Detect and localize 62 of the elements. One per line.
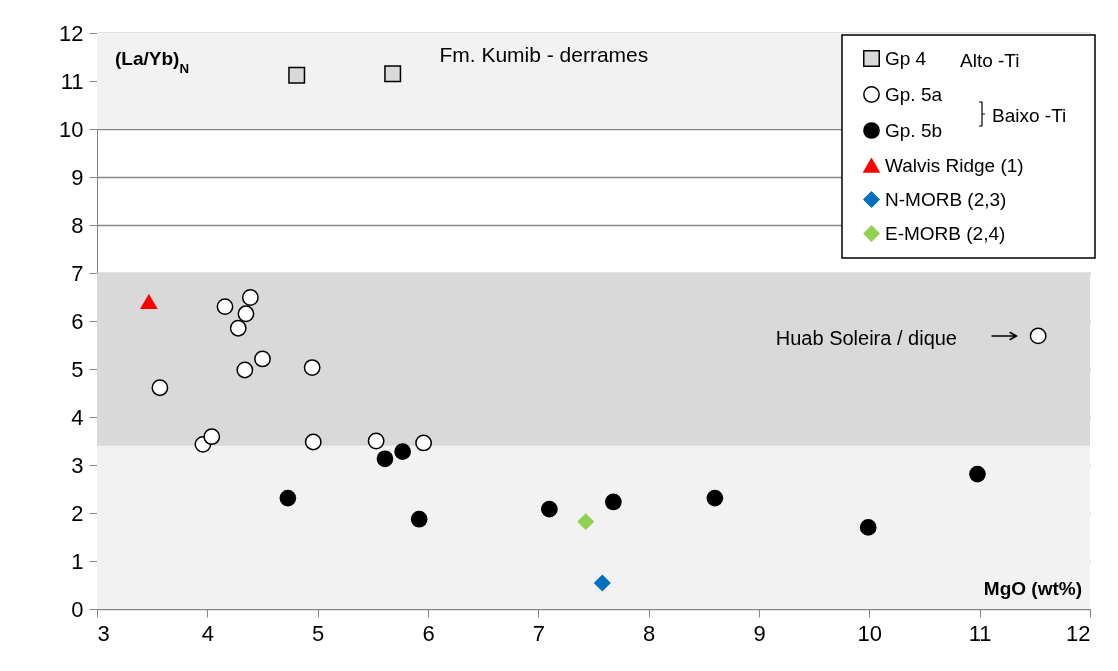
point <box>254 350 271 368</box>
x-tick-label: 8 <box>643 620 656 646</box>
point <box>237 305 255 323</box>
point <box>216 298 234 316</box>
point <box>140 294 158 310</box>
x-tick-label: 3 <box>97 620 110 646</box>
point <box>241 289 259 306</box>
x-tick-label: 12 <box>1066 620 1091 646</box>
x-tick-label: 9 <box>753 620 766 646</box>
y-tick-label: 4 <box>71 404 84 430</box>
point <box>604 493 622 511</box>
x-tick-label: 11 <box>968 620 992 646</box>
point <box>203 428 221 446</box>
point <box>376 450 394 468</box>
point <box>859 519 877 536</box>
y-tick-label: 9 <box>71 164 84 190</box>
x-tick-label: 7 <box>532 620 545 646</box>
point <box>236 361 254 379</box>
point <box>303 359 321 376</box>
point <box>410 510 428 528</box>
point <box>594 574 611 592</box>
point <box>541 500 558 518</box>
x-tick-label: 6 <box>422 620 435 646</box>
point <box>151 379 169 397</box>
point <box>706 489 724 507</box>
annotation: Baixo -Ti <box>992 105 1067 126</box>
annotation: Alto -Ti <box>960 50 1020 71</box>
point <box>1029 327 1047 345</box>
x-tick-label: 10 <box>857 620 883 646</box>
point <box>415 434 433 452</box>
legend-label: Walvis Ridge (1) <box>885 154 1024 176</box>
point <box>367 432 385 450</box>
point <box>229 319 247 337</box>
y-tick-label: 6 <box>71 308 84 334</box>
annotation: Huab Soleira / dique <box>775 327 957 349</box>
y-tick-label: 5 <box>71 356 84 382</box>
point <box>304 433 322 451</box>
legend-label: E-MORB (2,4) <box>885 222 1006 244</box>
y-tick-label: 3 <box>71 452 84 478</box>
y-tick-label: 1 <box>71 548 84 574</box>
y-axis-title: (La/Yb)$_{N}$ <box>115 48 189 76</box>
y-tick-label: 0 <box>71 596 84 622</box>
point <box>394 443 411 460</box>
legend-label: Gp. 5a <box>885 83 943 105</box>
x-axis-title: MgO (wt%) <box>983 578 1082 599</box>
point <box>279 489 297 507</box>
point <box>288 66 306 84</box>
point <box>384 65 402 83</box>
y-tick-label: 12 <box>59 20 84 46</box>
point <box>969 465 986 483</box>
y-tick-label: 7 <box>71 260 84 286</box>
legend-label: Gp. 5b <box>885 119 943 141</box>
y-tick-label: 2 <box>71 500 84 526</box>
x-tick-label: 4 <box>201 620 214 646</box>
legend-label: Gp 4 <box>885 47 927 69</box>
x-tick-label: 5 <box>312 620 325 646</box>
point <box>577 513 594 530</box>
legend-label: N-MORB (2,3) <box>885 188 1007 210</box>
band-label: Fm. Kumib - derrames <box>439 43 649 66</box>
y-tick-label: 10 <box>59 116 84 142</box>
y-tick-label: 8 <box>71 212 84 238</box>
y-tick-label: 11 <box>60 68 84 94</box>
